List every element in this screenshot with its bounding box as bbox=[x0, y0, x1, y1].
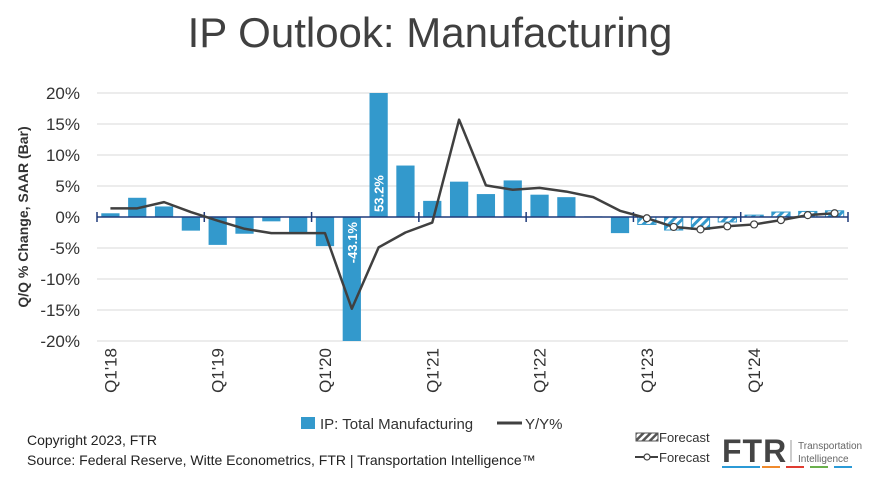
ftr-logo: FTR Transportation Intelligence bbox=[722, 433, 862, 469]
bar-data-label: 53.2% bbox=[372, 175, 387, 212]
logo-stripe bbox=[762, 466, 780, 468]
forecast-marker bbox=[669, 222, 678, 232]
bar bbox=[610, 217, 630, 234]
bar bbox=[396, 165, 415, 217]
x-tick-label: Q1'18 bbox=[101, 348, 120, 393]
chart-title: IP Outlook: Manufacturing bbox=[188, 9, 673, 56]
forecast-marker bbox=[776, 216, 786, 225]
bar bbox=[557, 197, 576, 217]
y-axis-title: Q/Q % Change, SAAR (Bar) bbox=[15, 126, 31, 307]
y-tick-label: -15% bbox=[40, 301, 80, 320]
y-tick-label: -5% bbox=[50, 239, 80, 258]
bar-data-label: -43.1% bbox=[345, 222, 360, 264]
bar bbox=[530, 194, 549, 217]
y-tick-label: 15% bbox=[46, 115, 80, 134]
source-note: Source: Federal Reserve, Witte Econometr… bbox=[27, 452, 536, 468]
forecast-bar-label: Forecast bbox=[659, 430, 710, 445]
forecast-marker bbox=[803, 211, 812, 220]
x-tick-label: Q1'22 bbox=[531, 348, 550, 393]
bar bbox=[101, 213, 120, 217]
x-tick-label: Q1'19 bbox=[209, 348, 228, 393]
bar bbox=[342, 217, 361, 341]
bar bbox=[503, 180, 522, 217]
y-tick-label: -20% bbox=[40, 332, 80, 351]
copyright: Copyright 2023, FTR bbox=[27, 432, 157, 448]
logo-stripe bbox=[722, 466, 760, 468]
bar bbox=[154, 206, 174, 217]
yoy-line bbox=[110, 118, 835, 311]
forecast-marker bbox=[723, 222, 732, 231]
bar bbox=[181, 217, 200, 231]
logo-tagline-1: Transportation bbox=[798, 441, 862, 452]
forecast-bar-swatch bbox=[635, 432, 659, 442]
y-tick-label: -10% bbox=[40, 270, 80, 289]
bar bbox=[262, 217, 281, 222]
legend-bar-label: IP: Total Manufacturing bbox=[320, 416, 473, 433]
logo-stripe bbox=[786, 466, 804, 468]
bar bbox=[208, 217, 227, 245]
bar bbox=[315, 217, 335, 247]
bar bbox=[235, 217, 254, 234]
legend-line-label: Y/Y% bbox=[525, 416, 563, 433]
logo-stripe bbox=[810, 466, 828, 468]
forecast-marker bbox=[642, 214, 651, 223]
legend-bar-swatch bbox=[301, 417, 315, 429]
x-tick-label: Q1'24 bbox=[745, 348, 764, 393]
x-tick-label: Q1'23 bbox=[638, 348, 657, 393]
forecast-marker-icon bbox=[643, 453, 651, 461]
bar bbox=[449, 181, 469, 217]
bar bbox=[476, 194, 496, 217]
bar bbox=[369, 93, 388, 217]
y-tick-label: 10% bbox=[46, 146, 80, 165]
forecast-marker bbox=[830, 209, 839, 218]
forecast-legend: Forecast Forecast bbox=[635, 430, 710, 465]
y-tick-label: 20% bbox=[46, 84, 80, 103]
x-tick-label: Q1'21 bbox=[423, 348, 442, 393]
forecast-line-label: Forecast bbox=[659, 450, 710, 465]
bar bbox=[423, 200, 442, 217]
logo-text: FTR bbox=[722, 433, 787, 469]
forecast-marker bbox=[696, 225, 705, 234]
logo-tagline-2: Intelligence bbox=[798, 454, 849, 465]
y-tick-label: 0% bbox=[55, 208, 80, 227]
legend: IP: Total Manufacturing Y/Y% bbox=[301, 416, 563, 433]
bar bbox=[289, 217, 308, 234]
x-tick-label: Q1'20 bbox=[316, 348, 335, 393]
logo-stripe bbox=[834, 466, 852, 468]
y-tick-label: 5% bbox=[55, 177, 80, 196]
forecast-marker bbox=[750, 220, 759, 229]
